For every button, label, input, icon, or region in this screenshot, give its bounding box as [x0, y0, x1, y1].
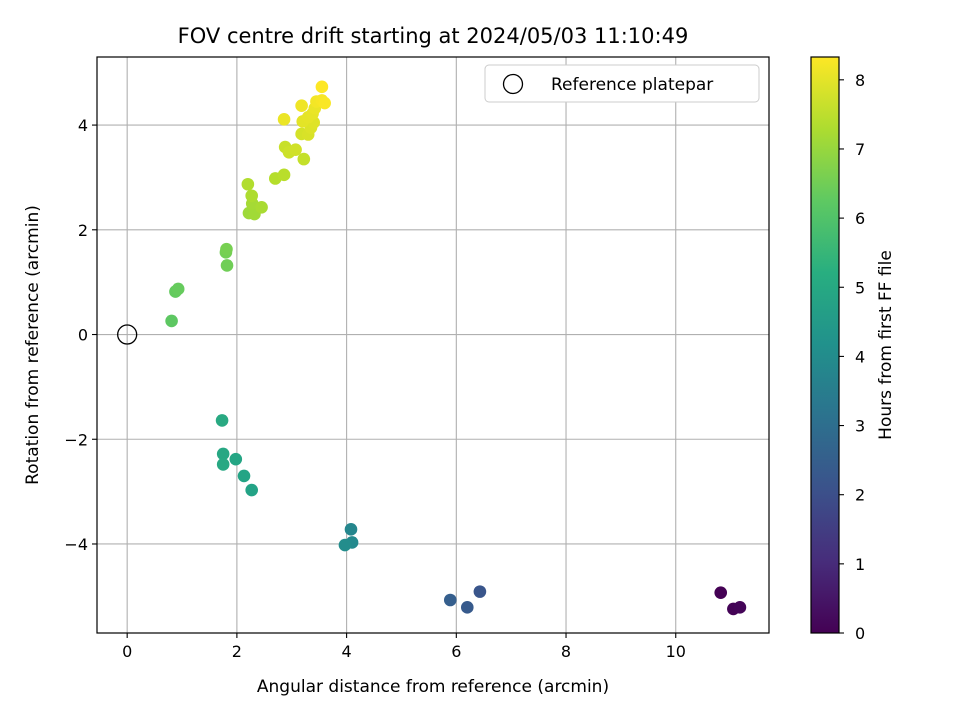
data-point [216, 447, 230, 461]
data-point [460, 601, 474, 614]
colorbar-label: Hours from first FF file [876, 250, 896, 440]
colorbar-tick-label: 4 [855, 347, 865, 366]
colorbar-tick-label: 2 [855, 486, 865, 505]
data-point [277, 168, 291, 182]
data-point [443, 593, 457, 607]
data-point [237, 469, 251, 483]
data-point [473, 585, 487, 598]
y-tick-label: −2 [64, 430, 88, 449]
colorbar: 0 1 2 3 4 5 6 7 8 [810, 56, 865, 643]
data-point [277, 113, 291, 126]
y-axis-label: Rotation from reference (arcmin) [23, 205, 43, 485]
y-tick-label: 4 [78, 116, 88, 135]
data-point [344, 523, 358, 536]
x-tick-label: 4 [342, 642, 352, 661]
x-tick-label: 2 [232, 642, 242, 661]
y-tick-label: 2 [78, 221, 88, 240]
colorbar-tick-label: 3 [855, 417, 865, 436]
data-point [315, 80, 329, 94]
y-axis-ticks: −4 −2 0 2 4 [64, 116, 97, 554]
data-point [245, 483, 258, 497]
legend: Reference platepar [484, 64, 760, 103]
legend-label: Reference platepar [551, 75, 713, 95]
legend-reference-marker [502, 73, 524, 95]
data-point [216, 458, 230, 471]
data-point [338, 538, 352, 552]
plot-area: 0 2 4 6 8 10 −4 −2 0 2 4 [64, 56, 770, 661]
colorbar-ticks: 0 1 2 3 4 5 6 7 8 [839, 71, 865, 643]
x-axis-label: Angular distance from reference (arcmin) [257, 677, 609, 697]
legend-box [484, 64, 760, 103]
colorbar-tick-label: 0 [855, 624, 865, 643]
x-tick-label: 8 [561, 642, 571, 661]
data-point [220, 242, 233, 256]
data-point [289, 143, 302, 156]
colorbar-tick-label: 6 [855, 209, 865, 228]
plot-frame [96, 56, 770, 634]
x-tick-label: 6 [451, 642, 461, 661]
data-point [733, 601, 747, 614]
x-tick-label: 10 [666, 642, 686, 661]
chart-title: FOV centre drift starting at 2024/05/03 … [178, 24, 689, 48]
data-point [295, 99, 308, 112]
data-point [714, 586, 728, 599]
reference-platepar-marker [117, 324, 138, 345]
colorbar-tick-label: 8 [855, 71, 865, 90]
colorbar-tick-label: 1 [855, 555, 865, 574]
y-tick-label: 0 [78, 326, 88, 345]
x-axis-ticks: 0 2 4 6 8 10 [122, 633, 686, 661]
data-point [229, 452, 243, 466]
colorbar-frame [810, 56, 840, 634]
data-point [165, 314, 178, 328]
data-point [171, 282, 185, 296]
data-point [255, 200, 268, 214]
grid-lines [97, 57, 769, 633]
data-point [220, 259, 234, 272]
data-point [318, 96, 331, 110]
data-point [297, 152, 311, 166]
data-point [215, 414, 229, 427]
colorbar-tick-label: 7 [855, 140, 865, 159]
colorbar-gradient [811, 57, 839, 633]
x-tick-label: 0 [122, 642, 132, 661]
data-points [165, 80, 747, 616]
data-point [245, 189, 258, 203]
colorbar-tick-label: 5 [855, 278, 865, 297]
y-tick-label: −4 [64, 535, 88, 554]
data-point [241, 177, 255, 191]
